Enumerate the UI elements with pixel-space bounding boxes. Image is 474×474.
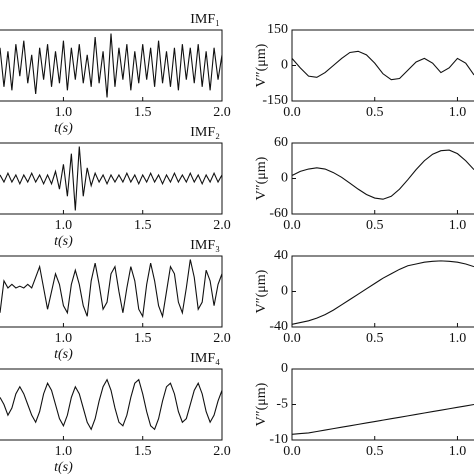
plot-frame xyxy=(0,368,223,441)
y-tick-label: 60 xyxy=(274,135,288,150)
y-tick-label: 0 xyxy=(281,171,288,186)
x-tick-label: 1.0 xyxy=(449,331,467,346)
signal-line xyxy=(0,259,223,319)
y-tick-label: 0 xyxy=(281,361,288,376)
plot-frame xyxy=(291,29,474,102)
x-tick-label: 1.5 xyxy=(134,218,152,233)
x-tick-label: 2.0 xyxy=(213,331,231,346)
plot-frame xyxy=(0,255,223,328)
y-tick-label: -60 xyxy=(269,206,288,221)
y-tick-label: 40 xyxy=(274,248,288,263)
signal-line xyxy=(291,260,474,325)
y-axis-label: V″(μm) xyxy=(254,382,269,426)
y-axis-label: V″(μm) xyxy=(254,43,269,87)
x-tick-label: 2.0 xyxy=(213,105,231,120)
signal-line xyxy=(291,149,474,200)
signal-line xyxy=(291,403,474,435)
x-tick-label: 1.0 xyxy=(449,444,467,459)
panel-title: IMF₁ xyxy=(190,12,220,27)
x-tick-label: 0.5 xyxy=(366,105,384,120)
x-tick-label: 2.0 xyxy=(213,444,231,459)
plot-frame xyxy=(291,368,474,441)
x-axis-label: t(s) xyxy=(54,460,73,474)
x-axis-label: t(s) xyxy=(54,234,73,249)
x-tick-label: 1.5 xyxy=(134,444,152,459)
x-tick-label: 0.0 xyxy=(283,331,301,346)
x-axis-label: t(s) xyxy=(54,121,73,136)
x-tick-label: 2.0 xyxy=(213,218,231,233)
x-tick-label: 1.0 xyxy=(55,444,73,459)
y-tick-label: -150 xyxy=(262,93,288,108)
signal-line xyxy=(291,50,474,81)
panel-title: IMF₂ xyxy=(190,125,220,140)
x-tick-label: 0.0 xyxy=(283,444,301,459)
plot-frame xyxy=(0,142,223,215)
x-tick-label: 1.5 xyxy=(134,331,152,346)
x-tick-label: 1.0 xyxy=(449,105,467,120)
y-tick-label: -40 xyxy=(269,319,288,334)
x-tick-label: 0.0 xyxy=(283,218,301,233)
plot-frame xyxy=(291,255,474,328)
x-tick-label: 0.5 xyxy=(366,444,384,459)
y-tick-label: 0 xyxy=(281,58,288,73)
x-tick-label: 1.0 xyxy=(55,218,73,233)
x-tick-label: 1.0 xyxy=(55,105,73,120)
y-axis-label: V″(μm) xyxy=(254,156,269,200)
x-tick-label: 0.0 xyxy=(283,105,301,120)
plot-frame xyxy=(0,29,223,102)
x-tick-label: 1.0 xyxy=(55,331,73,346)
y-tick-label: -10 xyxy=(269,432,288,447)
x-tick-label: 1.0 xyxy=(449,218,467,233)
y-tick-label: 0 xyxy=(281,284,288,299)
y-axis-label: V″(μm) xyxy=(254,269,269,313)
y-tick-label: -5 xyxy=(276,397,288,412)
x-tick-label: 0.5 xyxy=(366,331,384,346)
x-tick-label: 1.5 xyxy=(134,105,152,120)
y-tick-label: 150 xyxy=(267,22,288,37)
panel-title: IMF₃ xyxy=(190,238,220,253)
x-tick-label: 0.5 xyxy=(366,218,384,233)
panel-title: IMF₄ xyxy=(190,351,220,366)
signal-line xyxy=(0,33,223,98)
signal-line xyxy=(0,378,223,431)
x-axis-label: t(s) xyxy=(54,347,73,362)
plot-frame xyxy=(291,142,474,215)
signal-line xyxy=(0,146,223,211)
